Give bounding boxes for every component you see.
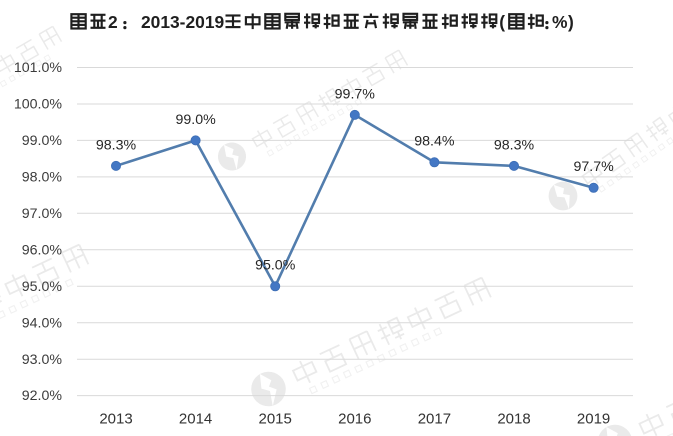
svg-text:98.3%: 98.3% [96,137,137,153]
svg-text:2018: 2018 [497,411,530,428]
svg-text:(: ( [499,12,505,32]
svg-text:%: % [552,12,567,32]
svg-text:2015: 2015 [259,411,292,428]
svg-text:99.0%: 99.0% [175,112,216,128]
svg-text:95.0%: 95.0% [255,258,296,274]
svg-text:2016: 2016 [338,411,371,428]
svg-text:): ) [568,12,574,32]
svg-text:101.0%: 101.0% [14,60,63,76]
svg-text:2013: 2013 [99,411,132,428]
svg-text:98.4%: 98.4% [414,134,455,150]
svg-text:2019: 2019 [577,411,610,428]
svg-text:99.0%: 99.0% [22,133,63,149]
svg-text:96.0%: 96.0% [22,242,63,258]
svg-text:2014: 2014 [179,411,212,428]
svg-text:2013-2019: 2013-2019 [141,12,224,32]
svg-text:100.0%: 100.0% [14,97,63,113]
svg-text:2017: 2017 [418,411,451,428]
svg-text:99.7%: 99.7% [335,86,376,102]
svg-text:97.0%: 97.0% [22,206,63,222]
svg-text:94.0%: 94.0% [22,315,63,331]
svg-text:98.0%: 98.0% [22,170,63,186]
svg-text:2: 2 [108,12,118,32]
svg-text:92.0%: 92.0% [22,388,63,404]
svg-text:97.7%: 97.7% [573,159,614,175]
svg-text:98.3%: 98.3% [494,137,535,153]
svg-text:93.0%: 93.0% [22,352,63,368]
svg-text:95.0%: 95.0% [22,279,63,295]
